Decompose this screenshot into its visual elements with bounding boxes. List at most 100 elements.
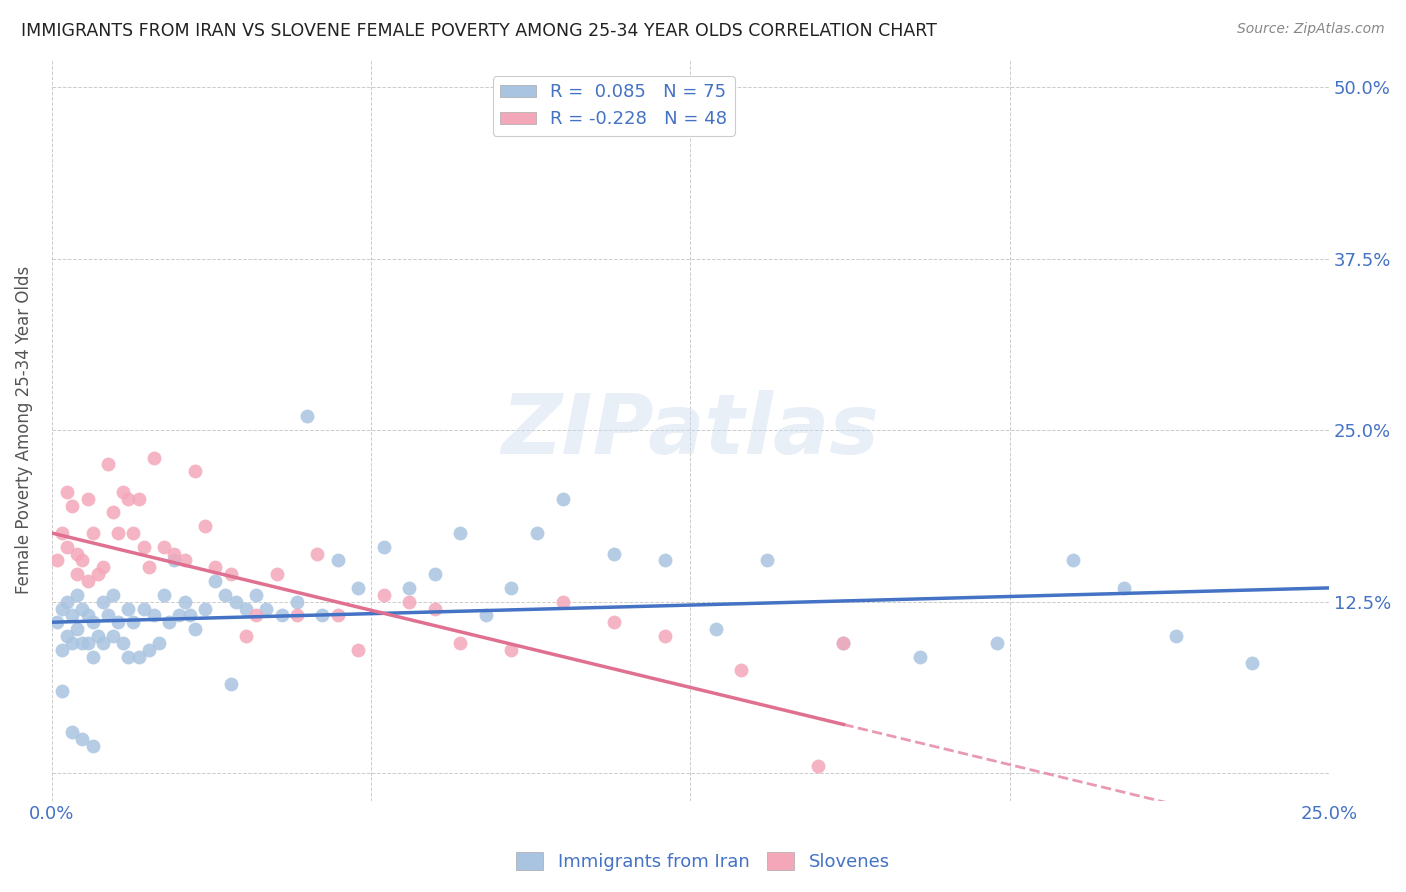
Legend: R =  0.085   N = 75, R = -0.228   N = 48: R = 0.085 N = 75, R = -0.228 N = 48 bbox=[492, 76, 735, 136]
Point bbox=[91, 594, 114, 608]
Point bbox=[832, 636, 855, 650]
Point bbox=[807, 759, 830, 773]
Text: IMMIGRANTS FROM IRAN VS SLOVENE FEMALE POVERTY AMONG 25-34 YEAR OLDS CORRELATION: IMMIGRANTS FROM IRAN VS SLOVENE FEMALE P… bbox=[21, 22, 936, 40]
Point bbox=[475, 608, 498, 623]
Point bbox=[101, 588, 124, 602]
Point bbox=[117, 649, 139, 664]
Point bbox=[204, 560, 226, 574]
Point bbox=[51, 683, 73, 698]
Point bbox=[1062, 553, 1084, 567]
Point bbox=[704, 622, 727, 636]
Point bbox=[153, 540, 176, 554]
Point bbox=[285, 594, 308, 608]
Point bbox=[986, 636, 1008, 650]
Point bbox=[66, 567, 89, 582]
Point bbox=[142, 450, 165, 465]
Point bbox=[311, 608, 333, 623]
Point bbox=[56, 484, 79, 499]
Point bbox=[153, 588, 176, 602]
Text: Source: ZipAtlas.com: Source: ZipAtlas.com bbox=[1237, 22, 1385, 37]
Point bbox=[117, 601, 139, 615]
Point bbox=[82, 615, 104, 630]
Point bbox=[501, 642, 523, 657]
Point bbox=[266, 567, 288, 582]
Point bbox=[449, 526, 471, 541]
Point bbox=[128, 491, 150, 506]
Point bbox=[82, 739, 104, 753]
Text: ZIPatlas: ZIPatlas bbox=[502, 390, 879, 471]
Point bbox=[169, 608, 191, 623]
Point bbox=[76, 491, 98, 506]
Point bbox=[173, 553, 195, 567]
Point bbox=[107, 526, 129, 541]
Point bbox=[654, 553, 676, 567]
Point bbox=[214, 588, 236, 602]
Point bbox=[398, 594, 420, 608]
Point bbox=[72, 636, 94, 650]
Point bbox=[101, 505, 124, 519]
Point bbox=[326, 608, 349, 623]
Legend: Immigrants from Iran, Slovenes: Immigrants from Iran, Slovenes bbox=[509, 845, 897, 879]
Point bbox=[122, 526, 145, 541]
Point bbox=[56, 629, 79, 643]
Point bbox=[157, 615, 180, 630]
Point bbox=[132, 540, 155, 554]
Point bbox=[235, 601, 257, 615]
Point bbox=[128, 649, 150, 664]
Point bbox=[101, 629, 124, 643]
Point bbox=[270, 608, 292, 623]
Point bbox=[526, 526, 548, 541]
Point bbox=[132, 601, 155, 615]
Point bbox=[148, 636, 170, 650]
Point bbox=[60, 608, 83, 623]
Point bbox=[76, 574, 98, 588]
Point bbox=[449, 636, 471, 650]
Point bbox=[602, 615, 624, 630]
Point bbox=[45, 615, 67, 630]
Point bbox=[112, 484, 135, 499]
Point bbox=[163, 553, 186, 567]
Point bbox=[423, 601, 446, 615]
Point bbox=[76, 608, 98, 623]
Point bbox=[423, 567, 446, 582]
Point bbox=[908, 649, 931, 664]
Point bbox=[87, 629, 110, 643]
Point bbox=[66, 588, 89, 602]
Point bbox=[373, 540, 395, 554]
Point bbox=[654, 629, 676, 643]
Point bbox=[56, 540, 79, 554]
Point bbox=[51, 526, 73, 541]
Point bbox=[97, 458, 120, 472]
Point bbox=[1241, 657, 1264, 671]
Point bbox=[72, 553, 94, 567]
Point bbox=[245, 608, 267, 623]
Point bbox=[307, 547, 329, 561]
Point bbox=[501, 581, 523, 595]
Point bbox=[45, 553, 67, 567]
Point bbox=[112, 636, 135, 650]
Point bbox=[347, 642, 370, 657]
Point bbox=[87, 567, 110, 582]
Point bbox=[66, 547, 89, 561]
Point bbox=[91, 636, 114, 650]
Point bbox=[173, 594, 195, 608]
Point bbox=[138, 560, 160, 574]
Point bbox=[60, 499, 83, 513]
Point bbox=[602, 547, 624, 561]
Point bbox=[219, 677, 242, 691]
Point bbox=[82, 649, 104, 664]
Point bbox=[551, 594, 574, 608]
Point bbox=[245, 588, 267, 602]
Point bbox=[373, 588, 395, 602]
Point bbox=[97, 608, 120, 623]
Point bbox=[66, 622, 89, 636]
Point bbox=[347, 581, 370, 595]
Point bbox=[1114, 581, 1136, 595]
Point bbox=[163, 547, 186, 561]
Point bbox=[219, 567, 242, 582]
Point bbox=[60, 725, 83, 739]
Point bbox=[235, 629, 257, 643]
Point bbox=[142, 608, 165, 623]
Point bbox=[551, 491, 574, 506]
Point bbox=[295, 409, 318, 424]
